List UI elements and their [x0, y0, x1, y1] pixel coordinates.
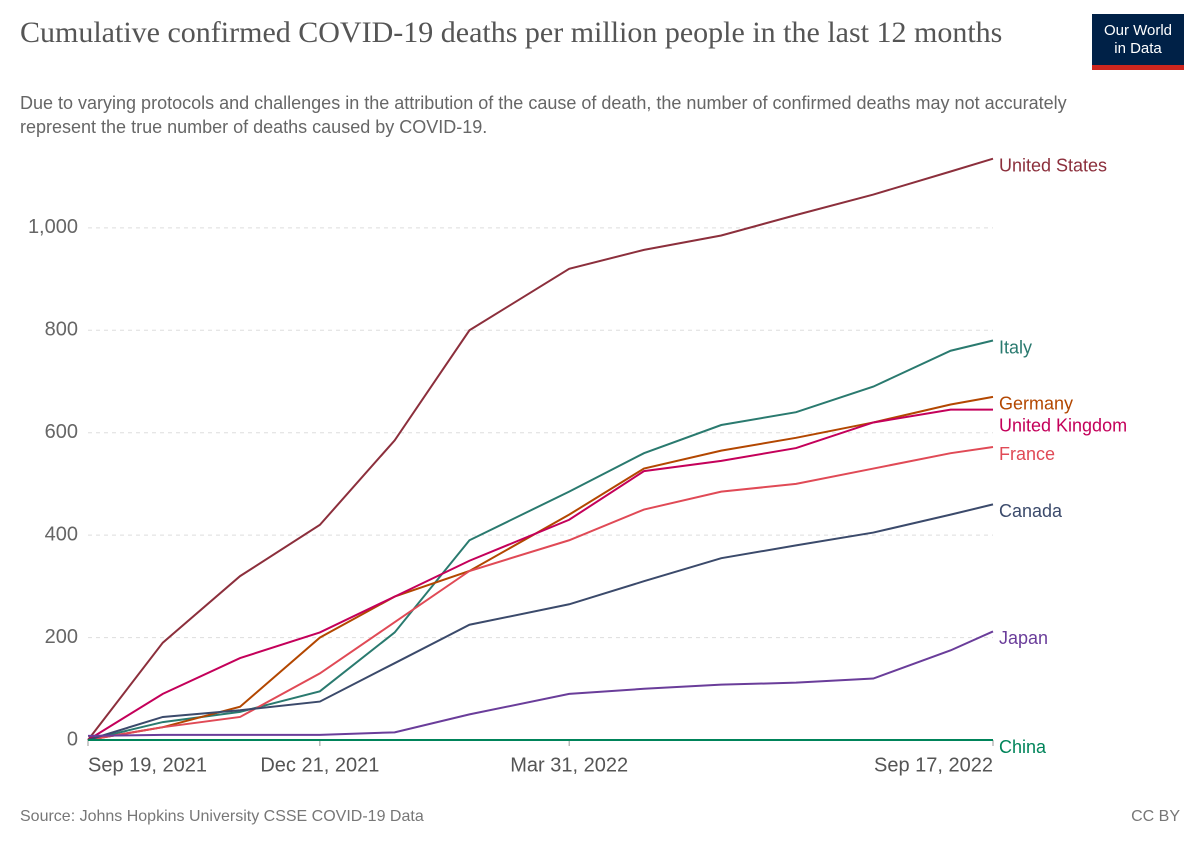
logo-line: in Data [1114, 40, 1162, 57]
y-tick-label: 0 [67, 728, 78, 750]
legend-label: Germany [999, 394, 1073, 414]
series-line [87, 630, 994, 737]
x-tick-label: Sep 17, 2022 [874, 754, 993, 776]
series-line [87, 395, 994, 741]
x-tick-label: Dec 21, 2021 [260, 754, 379, 776]
legend-label: China [999, 737, 1047, 757]
logo-line: Our World [1103, 22, 1173, 39]
logo[interactable]: Our World in Data [1092, 14, 1184, 70]
series-line [87, 339, 994, 741]
chart-title: Cumulative confirmed COVID-19 deaths per… [20, 16, 1003, 49]
y-tick-label: 1,000 [28, 216, 78, 238]
x-tick-label: Sep 19, 2021 [88, 754, 207, 776]
legend-label: Japan [999, 628, 1048, 648]
legend-label: United Kingdom [999, 416, 1127, 436]
y-tick-label: 600 [45, 421, 78, 443]
chart-subtitle: Due to varying protocols and challenges … [20, 93, 1067, 137]
series-line [87, 157, 994, 741]
y-tick-label: 200 [45, 626, 78, 648]
license[interactable]: CC BY [1131, 808, 1180, 825]
legend-label: Italy [999, 337, 1032, 357]
series-line [87, 503, 994, 741]
x-tick-label: Mar 31, 2022 [510, 754, 628, 776]
y-tick-label: 400 [45, 523, 78, 545]
legend-label: France [999, 444, 1055, 464]
legend-label: United States [999, 155, 1107, 175]
series-line [87, 408, 993, 741]
legend-label: Canada [999, 501, 1063, 521]
series-line [87, 446, 994, 741]
source: Source: Johns Hopkins University CSSE CO… [20, 808, 424, 825]
y-tick-label: 800 [45, 319, 78, 341]
